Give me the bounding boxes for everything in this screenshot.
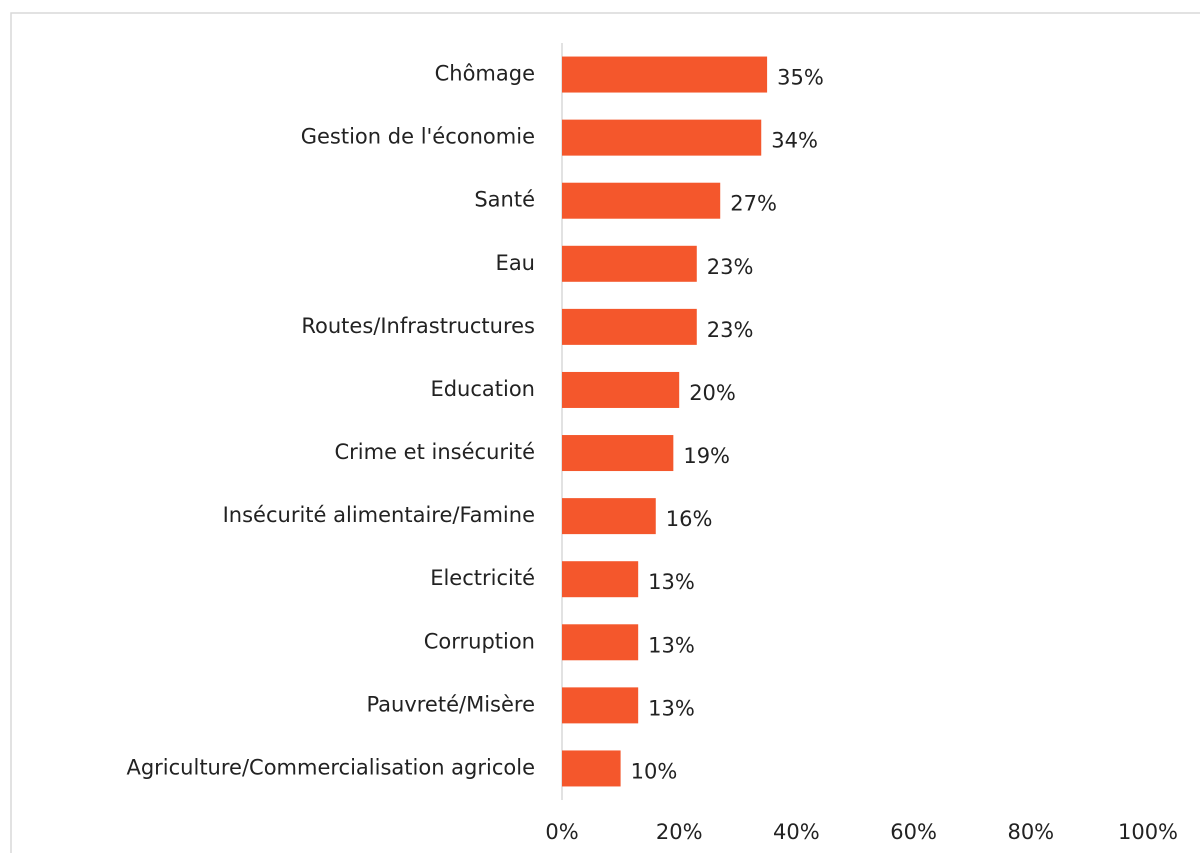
value-label: 10%	[631, 759, 678, 783]
bar	[562, 498, 656, 535]
y-tick-label: Insécurité alimentaire/Famine	[223, 503, 535, 527]
y-tick-label: Agriculture/Commercialisation agricole	[126, 755, 535, 779]
bar	[562, 624, 639, 661]
value-label: 19%	[683, 444, 730, 468]
x-tick-label: 20%	[656, 820, 703, 844]
y-tick-label: Gestion de l'économie	[301, 125, 535, 149]
bar	[562, 245, 697, 282]
y-tick-label: Corruption	[424, 629, 535, 653]
y-tick-label: Santé	[474, 188, 535, 212]
x-tick-label: 60%	[890, 820, 937, 844]
value-label: 27%	[730, 192, 777, 216]
bar	[562, 687, 639, 724]
bar	[562, 182, 721, 219]
bar	[562, 308, 697, 345]
y-tick-label: Eau	[496, 251, 535, 275]
value-label: 23%	[707, 318, 754, 342]
x-tick-label: 40%	[773, 820, 820, 844]
bar	[562, 119, 762, 156]
bar	[562, 371, 680, 408]
value-label: 20%	[689, 381, 736, 405]
x-tick-label: 0%	[545, 820, 578, 844]
y-tick-label: Education	[430, 377, 535, 401]
value-label: 13%	[648, 570, 695, 594]
value-label: 13%	[648, 696, 695, 720]
y-tick-label: Chômage	[435, 62, 535, 86]
value-label: 13%	[648, 633, 695, 657]
bar	[562, 750, 621, 787]
bar	[562, 56, 768, 93]
x-tick-label: 80%	[1007, 820, 1054, 844]
value-label: 35%	[777, 66, 824, 90]
y-tick-label: Electricité	[430, 566, 535, 590]
bar	[562, 435, 674, 472]
chart-border	[10, 12, 1200, 853]
value-label: 23%	[707, 255, 754, 279]
bar	[562, 561, 639, 598]
y-tick-label: Pauvreté/Misère	[366, 692, 535, 716]
value-label: 16%	[666, 507, 713, 531]
y-tick-label: Routes/Infrastructures	[301, 314, 535, 338]
value-label: 34%	[771, 129, 818, 153]
y-tick-label: Crime et insécurité	[335, 440, 536, 464]
x-tick-label: 100%	[1118, 820, 1178, 844]
